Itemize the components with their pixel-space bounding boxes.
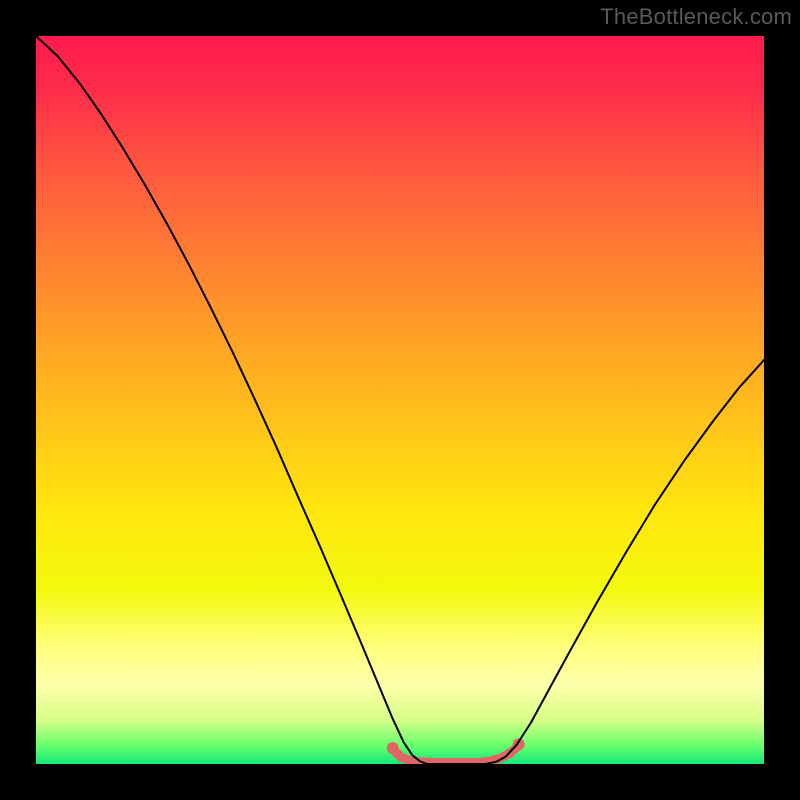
gradient-background: [36, 36, 764, 764]
valley-highlight-dot: [394, 750, 404, 760]
chart-svg: [36, 36, 764, 764]
chart-container: TheBottleneck.com: [0, 0, 800, 800]
watermark-text: TheBottleneck.com: [600, 4, 792, 30]
plot-area: [36, 36, 764, 764]
